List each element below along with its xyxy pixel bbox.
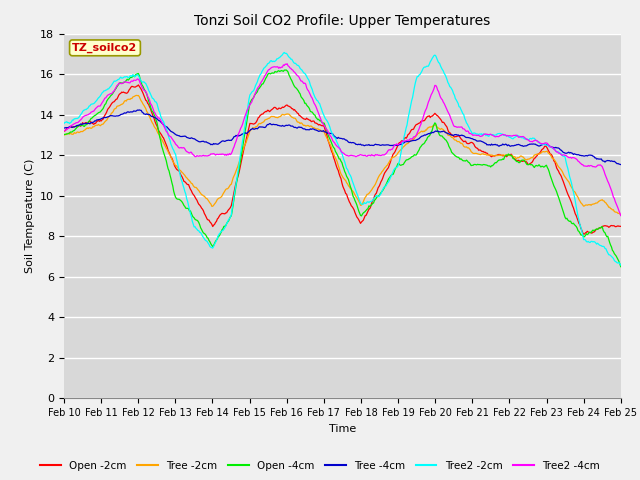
Y-axis label: Soil Temperature (C): Soil Temperature (C) bbox=[24, 159, 35, 273]
Legend: Open -2cm, Tree -2cm, Open -4cm, Tree -4cm, Tree2 -2cm, Tree2 -4cm: Open -2cm, Tree -2cm, Open -4cm, Tree -4… bbox=[36, 456, 604, 475]
X-axis label: Time: Time bbox=[329, 424, 356, 433]
Text: TZ_soilco2: TZ_soilco2 bbox=[72, 43, 138, 53]
Title: Tonzi Soil CO2 Profile: Upper Temperatures: Tonzi Soil CO2 Profile: Upper Temperatur… bbox=[195, 14, 490, 28]
